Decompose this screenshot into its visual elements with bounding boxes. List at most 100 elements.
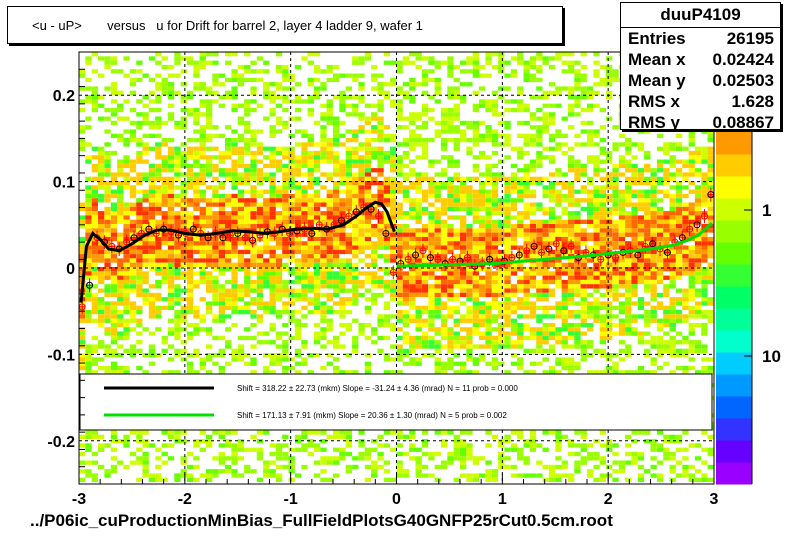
marker <box>463 254 471 262</box>
marker <box>612 254 620 262</box>
fit-curve-black <box>79 200 396 303</box>
profile-point <box>560 243 568 258</box>
palette-swatch <box>716 264 752 287</box>
marker <box>560 247 568 255</box>
marker <box>597 255 605 263</box>
marker <box>86 281 94 289</box>
profile-point <box>249 233 257 248</box>
marker <box>426 254 434 262</box>
marker <box>412 251 420 259</box>
axes: -3 -2 -1 0 1 2 3 -0.2 -0.1 0 0.1 0.2 <box>47 51 719 508</box>
profile-point <box>530 239 538 254</box>
stats-label: RMS x <box>628 92 680 111</box>
stats-row-mean-y: Mean y 0.02503 <box>621 70 780 91</box>
palette-swatch <box>716 242 752 265</box>
stats-value: 0.02424 <box>712 50 774 69</box>
stats-row-entries: Entries 26195 <box>621 28 780 49</box>
profile-point <box>693 217 701 232</box>
marker <box>686 225 694 233</box>
marker <box>663 248 671 256</box>
marker <box>419 247 427 255</box>
color-palette: 1100 <box>716 57 781 485</box>
palette-swatch <box>716 396 752 419</box>
fit-curves <box>79 200 713 303</box>
y-tick-label: 0 <box>66 261 75 278</box>
profile-point <box>537 245 545 260</box>
profile-point <box>567 239 575 254</box>
marker <box>375 212 383 220</box>
profile-point <box>463 250 471 265</box>
y-tick-label: -0.1 <box>47 347 75 364</box>
x-tick-label: -2 <box>178 491 192 508</box>
profile-point <box>412 248 420 263</box>
marker <box>537 248 545 256</box>
y-tick-label: 0.1 <box>53 175 75 192</box>
palette-swatch <box>716 374 752 397</box>
x-tick-label: -1 <box>284 491 298 508</box>
y-tick-label: -0.2 <box>47 434 75 451</box>
stats-value: 26195 <box>726 29 774 48</box>
marker <box>567 242 575 250</box>
x-tick-label: 3 <box>710 491 719 508</box>
marker <box>449 255 457 263</box>
palette-swatch <box>716 418 752 441</box>
palette-swatch <box>716 154 752 177</box>
palette-swatch <box>716 220 752 243</box>
marker <box>249 236 257 244</box>
marker <box>308 229 316 237</box>
profile-point <box>663 245 671 260</box>
palette-swatch <box>716 462 752 485</box>
profile-point <box>523 243 531 258</box>
marker <box>382 229 390 237</box>
marker <box>515 251 523 259</box>
x-tick-label: 1 <box>498 491 507 508</box>
palette-tick-label: 10 <box>762 347 781 366</box>
marker <box>693 221 701 229</box>
profile-point <box>426 250 434 265</box>
stats-row-mean-x: Mean x 0.02424 <box>621 49 780 70</box>
profile-point <box>241 230 249 245</box>
profile-point <box>545 241 553 256</box>
palette-tick-label: 1 <box>762 201 771 220</box>
y-tick-label: 0.2 <box>53 88 75 105</box>
fit-legend: Shift = 318.22 ± 22.73 (mkm) Slope = -31… <box>79 373 713 431</box>
marker <box>649 240 657 248</box>
marker <box>189 225 197 233</box>
marker <box>634 251 642 259</box>
stats-box: duuP4109 Entries 26195 Mean x 0.02424 Me… <box>620 2 781 133</box>
marker <box>404 255 412 263</box>
palette-swatch <box>716 132 752 155</box>
marker <box>523 247 531 255</box>
marker <box>389 268 397 276</box>
marker <box>345 212 353 220</box>
palette-swatch <box>716 198 752 221</box>
stats-row-rms-y: RMS y 0.08867 <box>621 112 780 133</box>
profile-point <box>419 243 427 258</box>
stats-value: 0.08867 <box>712 113 774 132</box>
profile-point <box>686 222 694 237</box>
palette-swatch <box>716 330 752 353</box>
legend-label-black: Shift = 318.22 ± 22.73 (mkm) Slope = -31… <box>237 384 518 393</box>
profile-point <box>375 209 383 224</box>
histogram-title: <u - uP> versus u for Drift for barrel 2… <box>7 6 563 44</box>
legend-box <box>79 373 713 431</box>
marker <box>545 245 553 253</box>
profile-point <box>597 252 605 267</box>
stats-label: RMS y <box>628 113 680 132</box>
marker <box>241 234 249 242</box>
stats-value: 0.02503 <box>712 71 774 90</box>
x-tick-label: 2 <box>604 491 613 508</box>
palette-swatch <box>716 286 752 309</box>
stats-label: Entries <box>628 29 686 48</box>
profile-point <box>552 236 560 251</box>
fit-curve-green <box>396 222 713 268</box>
marker <box>337 216 345 224</box>
stats-name: duuP4109 <box>621 3 780 28</box>
marker <box>434 255 442 263</box>
profile-point <box>471 259 479 274</box>
profile-point <box>700 209 708 224</box>
profile-point <box>404 252 412 267</box>
marker <box>219 234 227 242</box>
stats-label: Mean y <box>628 71 686 90</box>
